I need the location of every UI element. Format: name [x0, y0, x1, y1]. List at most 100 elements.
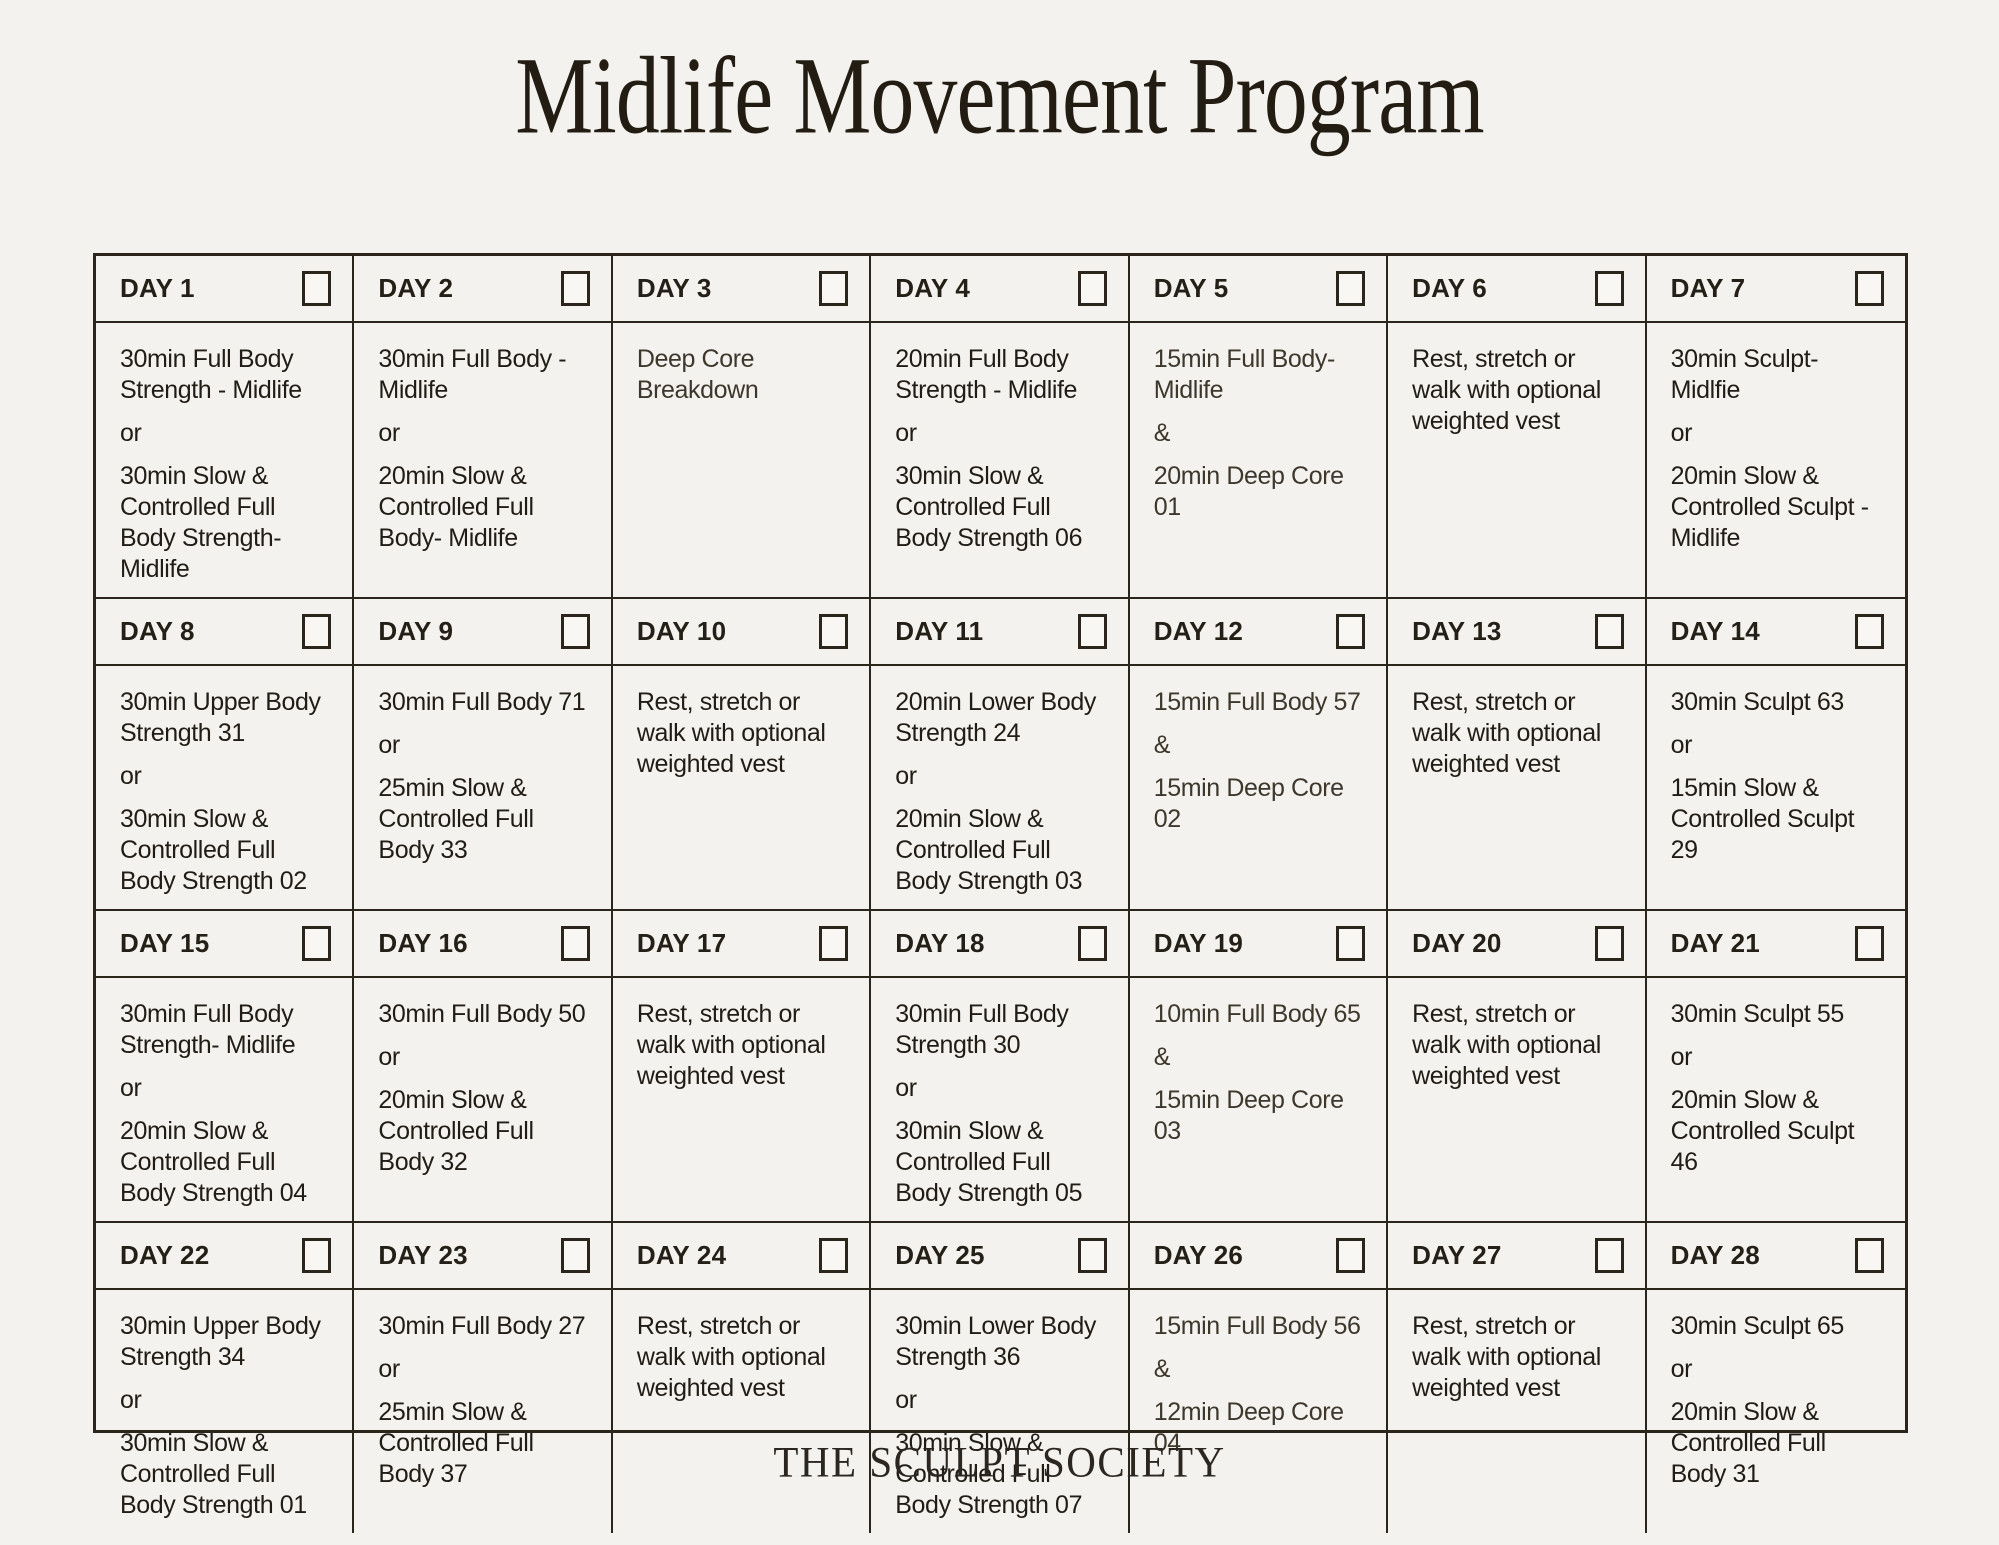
day-checkbox[interactable] [819, 926, 849, 961]
workout-text: 15min Full Body 57 [1153, 688, 1361, 716]
day-cell: DAY 2 30min Full Body - Midlife or 20min S… [354, 256, 613, 599]
day-cell: DAY 10 Rest, stretch or walk with option… [612, 599, 872, 911]
day-label: DAY 27 [1412, 1240, 1502, 1270]
day-cell: DAY 18 30min Full Body Strength 30 or 30mi… [871, 911, 1130, 1223]
day-checkbox[interactable] [819, 614, 849, 649]
day-workout-text: 30min Upper Body Strength 31 or 30min Slow… [96, 666, 352, 909]
day-checkbox[interactable] [819, 271, 849, 306]
connector-text: or [120, 1386, 142, 1414]
day-cell-header: DAY 26 [1129, 1223, 1387, 1290]
workout-text: Rest, stretch or walk with optional weig… [1412, 1000, 1601, 1090]
day-checkbox[interactable] [560, 926, 590, 961]
workout-text: 30min Upper Body Strength 31 [120, 688, 321, 747]
workout-text: 12min Deep Core 04 [1153, 1398, 1344, 1457]
day-workout-text: 20min Lower Body Strength 24 or 20min Slow… [871, 666, 1127, 909]
day-label: DAY 10 [636, 616, 727, 646]
day-workout-text: Rest, stretch or walk with optional weig… [1388, 1290, 1644, 1533]
day-checkbox[interactable] [1336, 926, 1366, 961]
day-cell-header: DAY 1 [96, 256, 353, 323]
day-checkbox[interactable] [560, 1238, 590, 1273]
day-label: DAY 6 [1412, 273, 1487, 303]
day-cell-header: DAY 13 [1388, 599, 1645, 666]
day-checkbox[interactable] [1594, 271, 1624, 306]
day-checkbox[interactable] [302, 1238, 332, 1273]
workout-text: Rest, stretch or walk with optional weig… [636, 1000, 826, 1090]
day-checkbox[interactable] [302, 271, 332, 306]
day-cell: DAY 28 30min Sculpt 65 or 20min Slow & Con… [1646, 1223, 1905, 1533]
workout-text: 30min Full Body 27 [378, 1312, 586, 1340]
day-checkbox[interactable] [1077, 1238, 1107, 1273]
day-cell: DAY 6 Rest, stretch or walk with optiona… [1388, 256, 1647, 599]
day-checkbox[interactable] [1336, 614, 1366, 649]
day-checkbox[interactable] [560, 271, 590, 306]
day-checkbox[interactable] [302, 614, 332, 649]
day-checkbox[interactable] [1594, 614, 1624, 649]
day-label: DAY 20 [1412, 928, 1502, 958]
day-cell: DAY 26 15min Full Body 56 & 12min Deep Cor… [1129, 1223, 1389, 1533]
day-label: DAY 11 [895, 616, 984, 646]
day-checkbox[interactable] [1077, 271, 1107, 306]
day-checkbox[interactable] [1854, 1238, 1884, 1273]
workout-text: 20min Slow & Controlled Full Body 31 [1670, 1398, 1827, 1488]
day-label: DAY 7 [1670, 273, 1746, 303]
day-checkbox[interactable] [1854, 926, 1884, 961]
day-cell-header: DAY 27 [1388, 1223, 1645, 1290]
day-cell: DAY 21 30min Sculpt 55 or 20min Slow & Con… [1646, 911, 1905, 1223]
day-label: DAY 8 [120, 616, 195, 646]
workout-text: 30min Full Body Strength - Midlife [120, 345, 302, 404]
day-cell-header: DAY 25 [871, 1223, 1128, 1290]
day-cell: DAY 4 20min Full Body Strength - Midlife… [871, 256, 1130, 599]
day-checkbox[interactable] [1854, 271, 1884, 306]
workout-text: 30min Full Body Strength- Midlife [120, 1000, 296, 1059]
day-label: DAY 23 [378, 1240, 468, 1270]
program-grid: DAY 1 30min Full Body Strength - Midlife… [93, 253, 1908, 1533]
connector-text: & [1153, 1355, 1171, 1383]
day-cell-header: DAY 21 [1646, 911, 1905, 978]
day-cell-header: DAY 5 [1129, 256, 1387, 323]
day-checkbox[interactable] [1336, 1238, 1366, 1273]
day-workout-text: 30min Full Body Strength - Midlife or 30mi… [96, 323, 352, 597]
day-workout-text: 30min Sculpt-Midlfie or 20min Slow & Contr… [1647, 323, 1905, 597]
day-checkbox[interactable] [1336, 271, 1366, 306]
workout-text: 20min Slow & Controlled Sculpt - Midlife [1670, 462, 1869, 552]
day-checkbox[interactable] [560, 614, 590, 649]
day-cell-header: DAY 16 [354, 911, 611, 978]
day-workout-text: 30min Sculpt 63 or 15min Slow & Controlled… [1647, 666, 1905, 909]
day-workout-text: 15min Full Body 57 & 15min Deep Core 02 [1130, 666, 1386, 909]
workout-text: 25min Slow & Controlled Full Body 37 [378, 1398, 534, 1488]
connector-text: or [895, 762, 917, 790]
day-checkbox[interactable] [819, 1238, 849, 1273]
day-cell-header: DAY 12 [1129, 599, 1387, 666]
day-cell-header: DAY 6 [1388, 256, 1645, 323]
day-cell: DAY 8 30min Upper Body Strength 31 or 30mi… [96, 599, 355, 911]
day-checkbox[interactable] [1077, 614, 1107, 649]
connector-text: or [1670, 419, 1693, 447]
day-cell: DAY 16 30min Full Body 50 or 20min Slow & … [354, 911, 613, 1223]
connector-text: or [378, 731, 400, 759]
day-checkbox[interactable] [302, 926, 332, 961]
workout-text: 15min Full Body 56 [1153, 1312, 1361, 1340]
connector-text: & [1153, 1043, 1171, 1071]
day-checkbox[interactable] [1594, 926, 1624, 961]
day-cell: DAY 9 30min Full Body 71 or 25min Slow & C… [354, 599, 613, 911]
day-checkbox[interactable] [1077, 926, 1107, 961]
day-label: DAY 2 [378, 273, 454, 303]
workout-text: Rest, stretch or walk with optional weig… [1412, 1312, 1601, 1402]
workout-text: Rest, stretch or walk with optional weig… [636, 1312, 826, 1402]
day-cell: DAY 27 Rest, stretch or walk with option… [1388, 1223, 1647, 1533]
day-cell-header: DAY 24 [612, 1223, 870, 1290]
day-cell-header: DAY 17 [612, 911, 870, 978]
workout-text: 25min Slow & Controlled Full Body 33 [378, 774, 534, 864]
day-cell-header: DAY 4 [871, 256, 1128, 323]
day-cell-header: DAY 20 [1388, 911, 1645, 978]
day-checkbox[interactable] [1594, 1238, 1624, 1273]
day-checkbox[interactable] [1854, 614, 1884, 649]
workout-text: 20min Full Body Strength - Midlife [895, 345, 1078, 404]
day-label: DAY 1 [120, 273, 195, 303]
page-title: Midlife Movement Program [515, 35, 1484, 158]
brand-logo: THE SCULPT SOCIETY [773, 1437, 1226, 1487]
connector-text: or [1670, 731, 1693, 759]
day-label: DAY 16 [378, 928, 468, 958]
day-workout-text: Rest, stretch or walk with optional weig… [613, 1290, 869, 1533]
day-label: DAY 12 [1153, 616, 1244, 646]
